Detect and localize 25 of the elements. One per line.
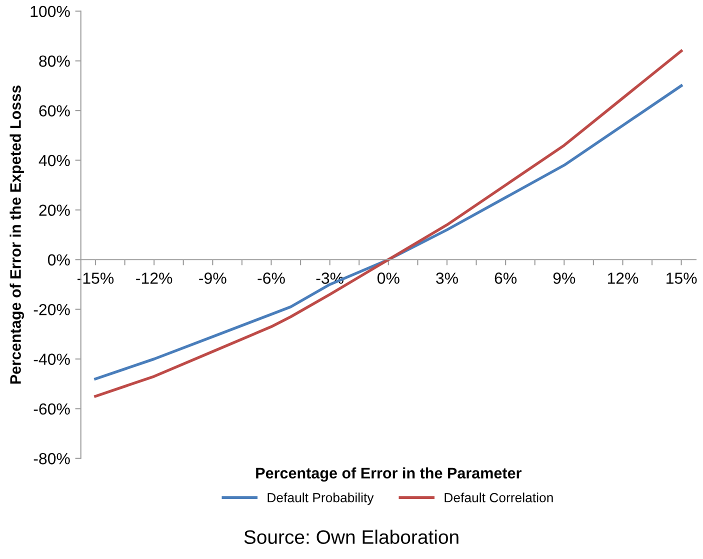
x-tick-label: 6%: [494, 272, 517, 284]
y-tick-label: 80%: [39, 56, 70, 67]
y-tick-label: 100%: [30, 6, 70, 18]
y-tick-label: -20%: [34, 304, 70, 316]
y-tick-label: 40%: [38, 154, 70, 166]
source-note: Source: Own Elaboration: [244, 530, 458, 544]
x-tick-label: -15%: [78, 272, 114, 284]
x-axis-title: Percentage of Error in the Parameter: [256, 467, 522, 482]
y-tick-label: 60%: [39, 105, 70, 116]
y-tick-label: -60%: [34, 403, 70, 415]
x-tick-label: 3%: [436, 272, 458, 284]
x-tick-label: -9%: [199, 272, 226, 284]
x-tick-label: -12%: [136, 272, 172, 284]
x-tick-label: 12%: [608, 272, 638, 284]
x-tick-label: 15%: [666, 272, 697, 284]
y-tick-label: -40%: [34, 354, 70, 365]
legend-label: Default Correlation: [444, 492, 553, 502]
y-tick-label: 20%: [39, 204, 70, 216]
x-tick-label: 9%: [553, 272, 576, 284]
y-tick-label: -80%: [34, 453, 70, 464]
y-tick-label: 0%: [48, 254, 70, 266]
y-axis-title: Percentage of Error in the Expeted Losss: [10, 86, 24, 384]
x-tick-label: -6%: [258, 272, 285, 284]
legend-label: Default Probability: [268, 492, 374, 505]
x-tick-label: 0%: [377, 272, 400, 284]
